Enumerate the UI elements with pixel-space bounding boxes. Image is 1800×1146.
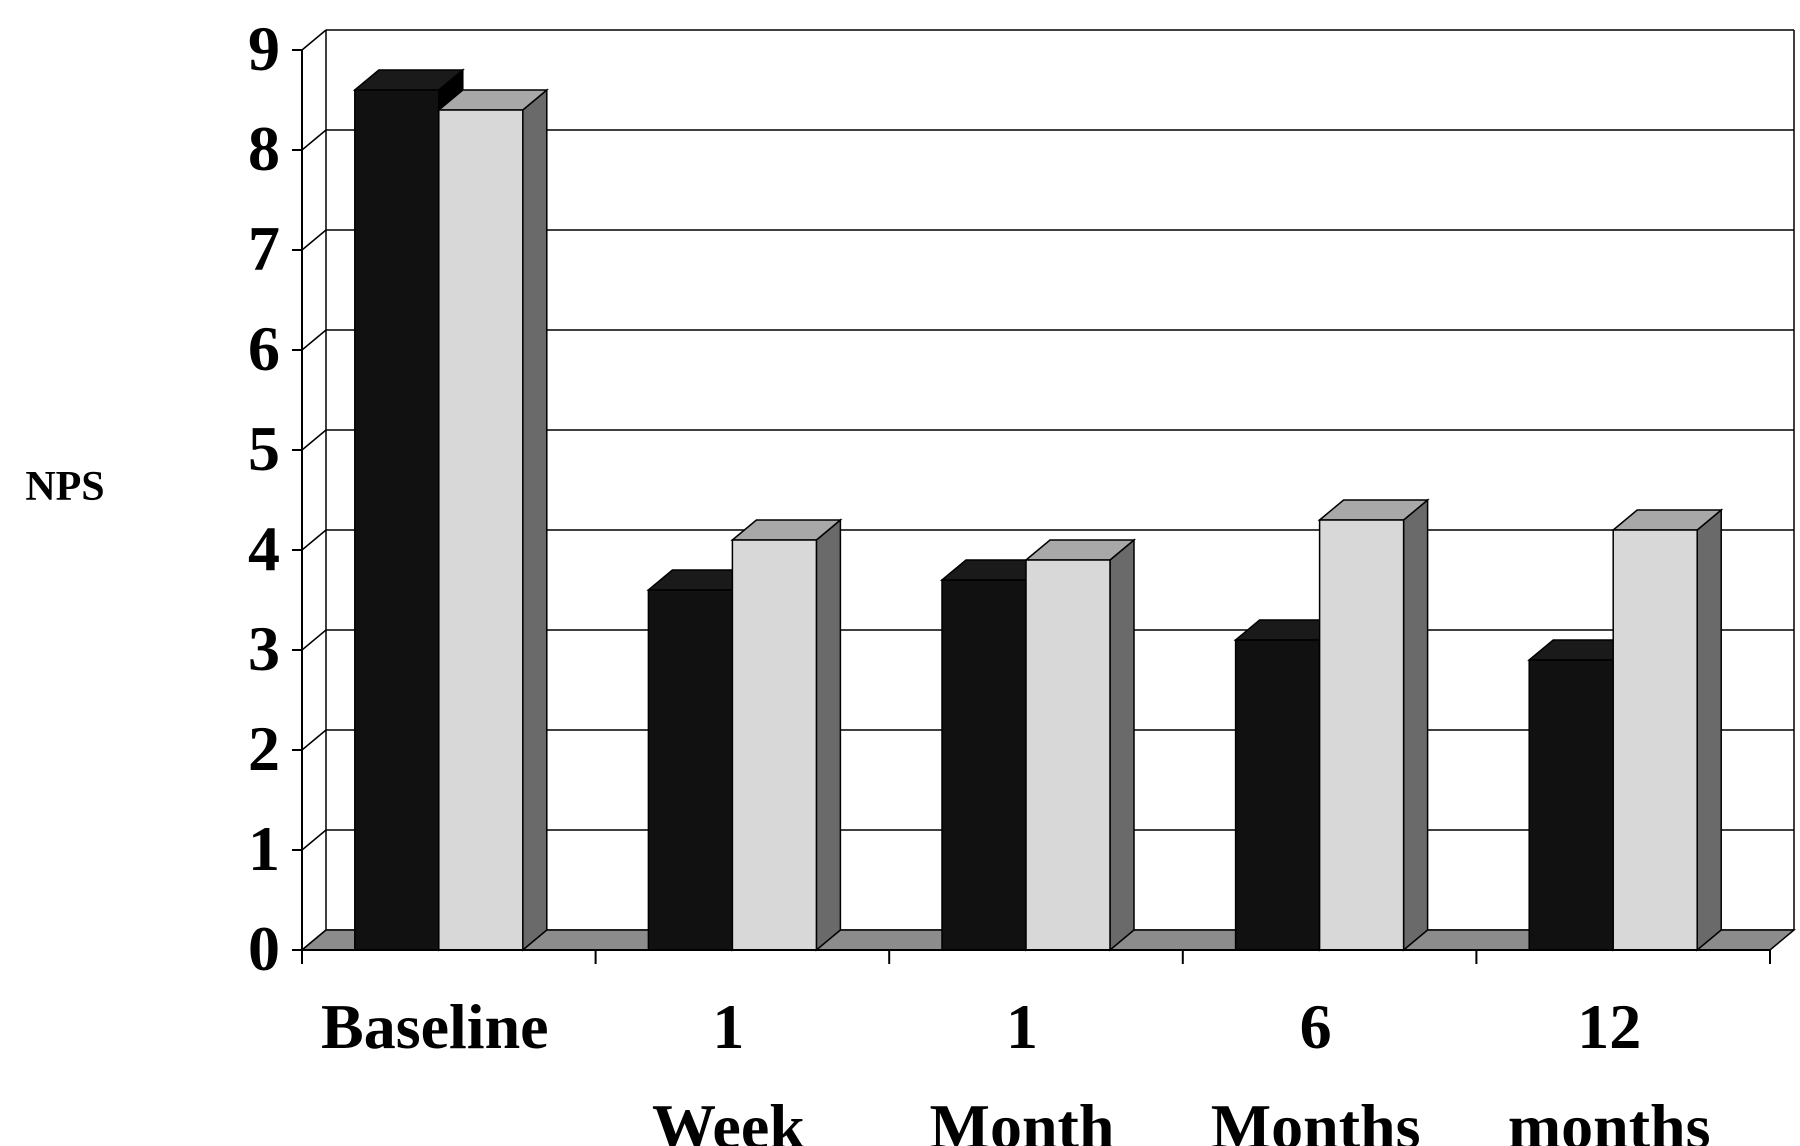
y-tick-label: 5 bbox=[248, 413, 280, 484]
bar bbox=[1234, 639, 1321, 951]
x-category-label: 6 bbox=[1300, 991, 1332, 1062]
y-axis-title: NPS bbox=[25, 464, 104, 510]
x-category-label: Week bbox=[652, 1091, 805, 1146]
bar bbox=[354, 89, 440, 951]
bar bbox=[1025, 559, 1111, 951]
gridline-side bbox=[301, 529, 327, 551]
gridline-side bbox=[301, 329, 327, 351]
x-category-label: 1 bbox=[712, 991, 744, 1062]
y-tick-label: 8 bbox=[248, 113, 280, 184]
gridline-side bbox=[301, 729, 327, 751]
gridline-side bbox=[301, 229, 327, 251]
bar-side bbox=[1109, 538, 1135, 952]
bar-layer bbox=[352, 68, 1724, 952]
y-tick-label: 4 bbox=[248, 513, 280, 584]
x-category-label: 1 bbox=[1006, 991, 1038, 1062]
bar bbox=[1612, 529, 1698, 951]
bar bbox=[731, 539, 818, 951]
gridline-side bbox=[301, 829, 327, 851]
gridline-side bbox=[301, 129, 327, 151]
bar bbox=[1318, 519, 1405, 951]
bar bbox=[647, 589, 734, 951]
gridline-side bbox=[301, 429, 327, 451]
bar bbox=[941, 579, 1027, 951]
bar bbox=[438, 109, 524, 951]
x-category-label: Baseline bbox=[321, 991, 549, 1062]
bar-side bbox=[522, 88, 548, 952]
x-category-label: months bbox=[1508, 1091, 1711, 1146]
bar-side bbox=[1696, 508, 1722, 952]
bar bbox=[1528, 659, 1614, 951]
x-category-label: 12 bbox=[1577, 991, 1641, 1062]
y-tick-label: 7 bbox=[248, 213, 280, 284]
x-category-label: Months bbox=[1211, 1091, 1421, 1146]
y-tick-label: 0 bbox=[248, 913, 280, 984]
x-category-label: Month bbox=[930, 1091, 1115, 1146]
bar-side bbox=[815, 518, 842, 952]
gridline-side bbox=[301, 29, 327, 51]
bar-side bbox=[1402, 498, 1429, 952]
y-tick-label: 9 bbox=[248, 13, 280, 84]
gridline-side bbox=[301, 629, 327, 651]
y-tick-label: 1 bbox=[248, 813, 280, 884]
y-tick-label: 2 bbox=[248, 713, 280, 784]
y-tick-label: 6 bbox=[248, 313, 280, 384]
y-tick-label: 3 bbox=[248, 613, 280, 684]
axis-layer bbox=[292, 49, 1771, 964]
